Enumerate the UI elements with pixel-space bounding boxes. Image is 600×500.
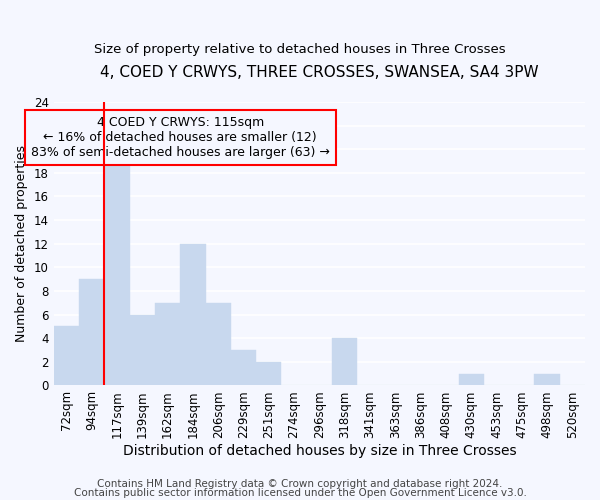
Bar [231,350,256,386]
Text: 4 COED Y CRWYS: 115sqm
← 16% of detached houses are smaller (12)
83% of semi-det: 4 COED Y CRWYS: 115sqm ← 16% of detached… [31,116,329,159]
Y-axis label: Number of detached properties: Number of detached properties [16,145,28,342]
Bar [130,314,155,386]
Title: 4, COED Y CRWYS, THREE CROSSES, SWANSEA, SA4 3PW: 4, COED Y CRWYS, THREE CROSSES, SWANSEA,… [100,65,539,80]
Bar [458,374,484,386]
Bar [79,279,104,386]
X-axis label: Distribution of detached houses by size in Three Crosses: Distribution of detached houses by size … [122,444,516,458]
Text: Contains HM Land Registry data © Crown copyright and database right 2024.: Contains HM Land Registry data © Crown c… [97,479,503,489]
Bar [535,374,560,386]
Bar [104,149,130,386]
Bar [206,303,231,386]
Bar [54,326,79,386]
Text: Size of property relative to detached houses in Three Crosses: Size of property relative to detached ho… [94,42,506,56]
Bar [155,303,180,386]
Text: Contains public sector information licensed under the Open Government Licence v3: Contains public sector information licen… [74,488,526,498]
Bar [256,362,281,386]
Bar [332,338,358,386]
Bar [180,244,206,386]
